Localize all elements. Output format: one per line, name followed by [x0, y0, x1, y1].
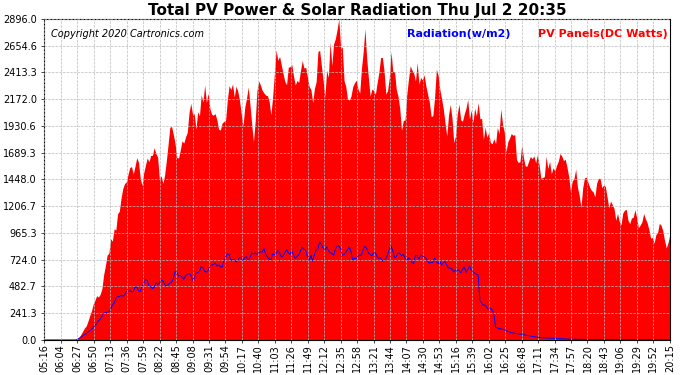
Text: PV Panels(DC Watts): PV Panels(DC Watts)	[538, 28, 668, 39]
Title: Total PV Power & Solar Radiation Thu Jul 2 20:35: Total PV Power & Solar Radiation Thu Jul…	[148, 3, 566, 18]
Text: Copyright 2020 Cartronics.com: Copyright 2020 Cartronics.com	[50, 28, 204, 39]
Text: Radiation(w/m2): Radiation(w/m2)	[407, 28, 511, 39]
